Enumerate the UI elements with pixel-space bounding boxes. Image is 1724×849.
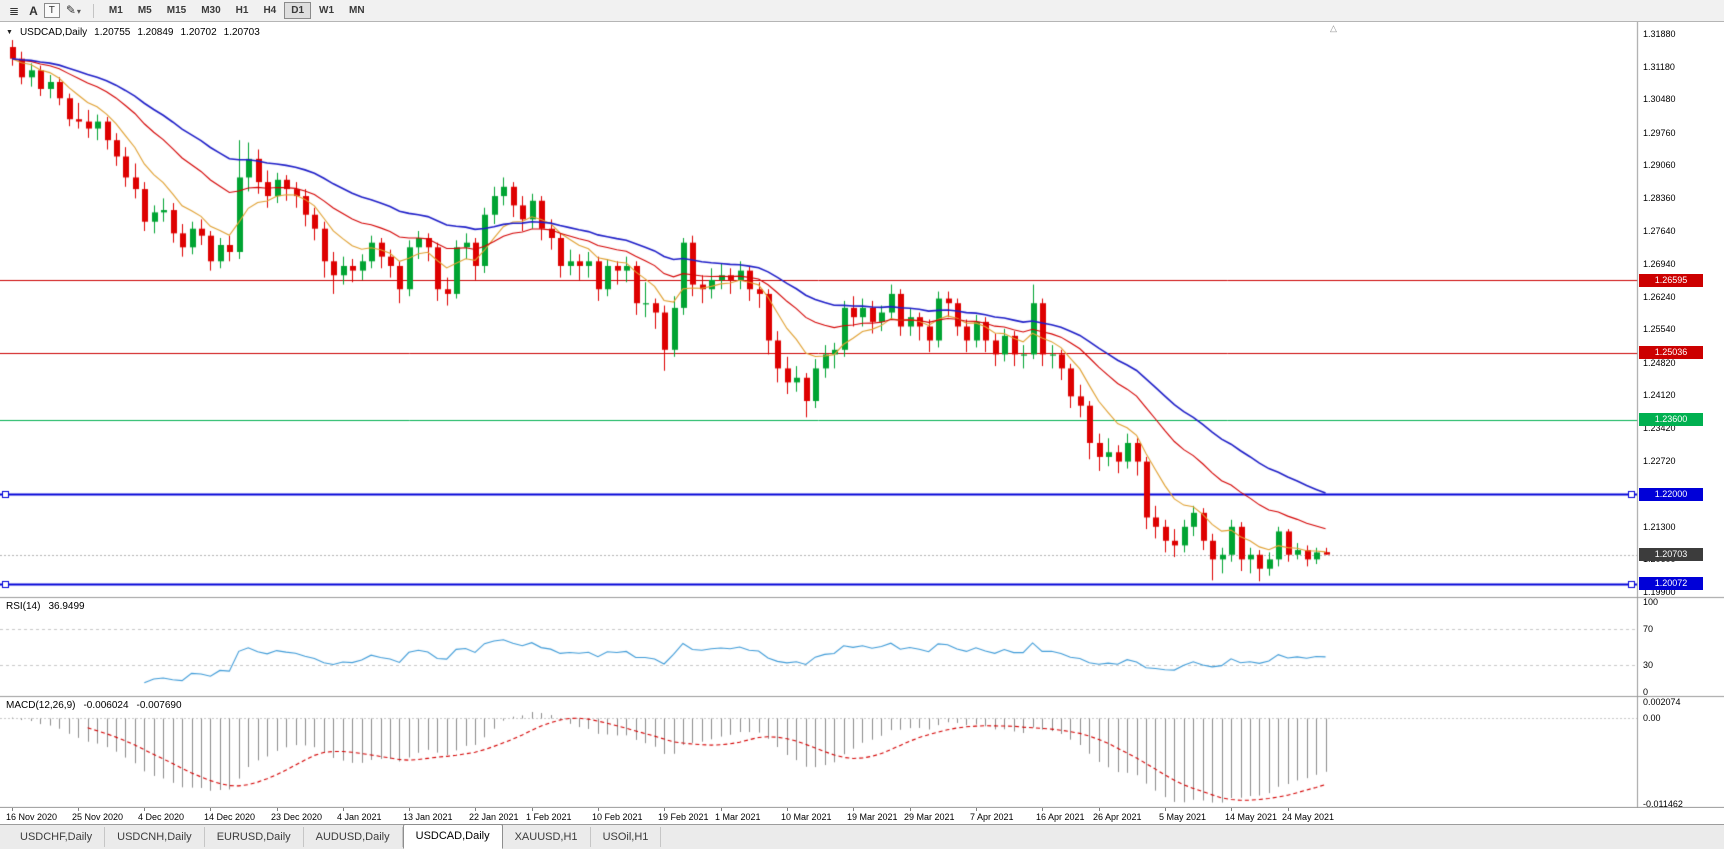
top-toolbar: ≣ A T ✎▾ M1 M5 M15 M30 H1 H4 D1 W1 MN — [0, 0, 1724, 22]
draw-tool-button[interactable]: ✎▾ — [62, 1, 85, 21]
symbol-tab-eurusd-daily[interactable]: EURUSD,Daily — [205, 827, 304, 847]
annotation-tool-button[interactable]: A — [25, 2, 42, 20]
timeframe-m15-button[interactable]: M15 — [160, 2, 193, 19]
date-tick — [1231, 808, 1232, 811]
timeframe-m30-button[interactable]: M30 — [194, 2, 227, 19]
timeframe-m1-button[interactable]: M1 — [102, 2, 130, 19]
date-label: 1 Feb 2021 — [526, 812, 572, 822]
date-label: 10 Feb 2021 — [592, 812, 643, 822]
date-tick — [1099, 808, 1100, 811]
date-tick — [598, 808, 599, 811]
menu-icon[interactable]: ≣ — [9, 3, 20, 18]
date-label: 23 Dec 2020 — [271, 812, 323, 822]
date-label: 19 Mar 2021 — [847, 812, 898, 822]
date-tick — [1042, 808, 1043, 811]
date-label: 25 Nov 2020 — [72, 812, 124, 822]
ohlc-open-value: 1.20755 — [94, 27, 131, 38]
date-tick — [475, 808, 476, 811]
date-axis[interactable]: 16 Nov 2020 25 Nov 2020 4 Dec 2020 14 Dec 2… — [0, 808, 1724, 824]
symbol-tab-usoil-h1[interactable]: USOil,H1 — [591, 827, 662, 847]
date-label: 19 Feb 2021 — [658, 812, 709, 822]
symbol-tab-bar: USDCHF,Daily USDCNH,Daily EURUSD,Daily AUDU… — [0, 823, 1724, 849]
chart-area: ▼ USDCAD,Daily 1.20755 1.20849 1.20702 1… — [0, 22, 1724, 809]
pencil-icon: ✎ — [65, 2, 76, 17]
symbol-tab-xauusd-h1[interactable]: XAUUSD,H1 — [503, 827, 591, 847]
date-label: 7 Apr 2021 — [970, 812, 1014, 822]
date-label: 4 Jan 2021 — [337, 812, 382, 822]
date-tick — [12, 808, 13, 811]
date-tick — [721, 808, 722, 811]
date-label: 22 Jan 2021 — [469, 812, 519, 822]
date-label: 29 Mar 2021 — [904, 812, 955, 822]
date-tick — [343, 808, 344, 811]
date-tick — [210, 808, 211, 811]
date-label: 4 Dec 2020 — [138, 812, 185, 822]
date-label: 14 May 2021 — [1225, 812, 1278, 822]
date-tick — [1165, 808, 1166, 811]
rsi-indicator-header: RSI(14) 36.9499 — [6, 601, 85, 612]
date-tick — [144, 808, 145, 811]
timeframe-d1-button[interactable]: D1 — [284, 2, 312, 19]
timeframe-h1-button[interactable]: H1 — [229, 2, 256, 19]
date-tick — [787, 808, 788, 811]
ohlc-close-value: 1.20703 — [223, 27, 260, 38]
symbol-tab-usdchf-daily[interactable]: USDCHF,Daily — [8, 827, 106, 847]
timeframe-button-group: M1 M5 M15 M30 H1 H4 D1 W1 MN — [102, 2, 372, 19]
timeframe-m5-button[interactable]: M5 — [131, 2, 159, 19]
date-tick — [853, 808, 854, 811]
chart-header: ▼ USDCAD,Daily 1.20755 1.20849 1.20702 1… — [6, 27, 260, 38]
timeframe-w1-button[interactable]: W1 — [312, 2, 341, 19]
chevron-down-icon: ▾ — [76, 6, 81, 16]
macd-title: MACD(12,26,9) — [6, 700, 76, 711]
symbol-timeframe-label: USDCAD,Daily — [19, 27, 88, 38]
date-label: 26 Apr 2021 — [1093, 812, 1142, 822]
price-chart-canvas[interactable] — [0, 22, 1724, 808]
chart-dropdown-icon[interactable]: ▼ — [6, 29, 13, 36]
date-label: 1 Mar 2021 — [715, 812, 761, 822]
date-label: 16 Nov 2020 — [6, 812, 58, 822]
date-label: 14 Dec 2020 — [204, 812, 256, 822]
macd-indicator-header: MACD(12,26,9) -0.006024 -0.007690 — [6, 700, 182, 711]
timeframe-h4-button[interactable]: H4 — [256, 2, 283, 19]
macd-main-value: -0.006024 — [83, 700, 129, 711]
date-tick — [910, 808, 911, 811]
symbol-tab-usdcnh-daily[interactable]: USDCNH,Daily — [105, 827, 205, 847]
date-tick — [1288, 808, 1289, 811]
symbol-tab-audusd-daily[interactable]: AUDUSD,Daily — [304, 827, 403, 847]
symbol-tab-usdcad-daily[interactable]: USDCAD,Daily — [402, 823, 503, 849]
ohlc-high-value: 1.20849 — [137, 27, 174, 38]
toolbar-separator — [92, 3, 94, 18]
text-tool-button[interactable]: T — [43, 3, 60, 18]
date-tick — [976, 808, 977, 811]
macd-signal-value: -0.007690 — [136, 700, 182, 711]
date-tick — [409, 808, 410, 811]
rsi-title: RSI(14) — [6, 601, 41, 612]
chart-shift-marker-icon[interactable]: △ — [1330, 23, 1337, 33]
ohlc-low-value: 1.20702 — [180, 27, 217, 38]
date-tick — [277, 808, 278, 811]
timeframe-mn-button[interactable]: MN — [342, 2, 372, 19]
date-label: 10 Mar 2021 — [781, 812, 832, 822]
date-tick — [78, 808, 79, 811]
rsi-current-value: 36.9499 — [48, 601, 85, 612]
date-tick — [532, 808, 533, 811]
date-label: 24 May 2021 — [1282, 812, 1335, 822]
date-label: 16 Apr 2021 — [1036, 812, 1085, 822]
date-label: 5 May 2021 — [1159, 812, 1207, 822]
date-tick — [664, 808, 665, 811]
date-label: 13 Jan 2021 — [403, 812, 453, 822]
